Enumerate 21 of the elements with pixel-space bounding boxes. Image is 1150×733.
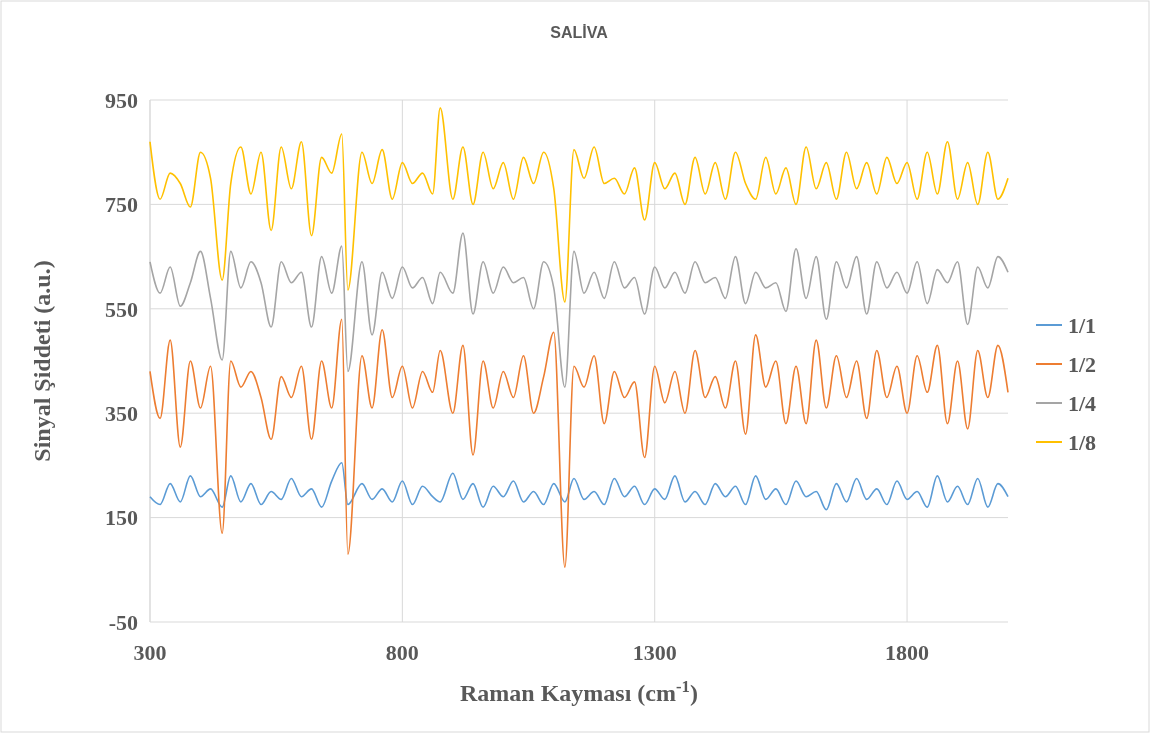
legend-label: 1/4: [1068, 390, 1097, 416]
legend-label: 1/8: [1068, 429, 1097, 455]
x-tick-label: 1800: [885, 640, 930, 665]
x-tick-label: 300: [133, 640, 167, 665]
line-series: [149, 232, 1009, 388]
y-tick-label: -50: [108, 609, 138, 635]
y-tick-label: 550: [105, 296, 138, 322]
y-tick-label: 150: [105, 505, 138, 531]
y-tick-label: 950: [105, 87, 138, 113]
line-series: [149, 461, 1009, 511]
legend-label: 1/2: [1068, 351, 1097, 377]
y-tick-label: 750: [105, 192, 138, 218]
x-tick-label: 1300: [632, 640, 677, 665]
line-series: [149, 107, 1009, 303]
y-tick-label: 350: [105, 400, 138, 426]
y-axis-title: Sinyal Şiddeti (a.u.): [29, 260, 55, 462]
chart-title: SALİVA: [550, 24, 609, 41]
x-axis-title: Raman Kayması (cm$^{-1}$): [460, 676, 698, 706]
x-tick-label: 800: [385, 640, 419, 665]
line-series: [149, 318, 1009, 568]
legend-label: 1/1: [1068, 312, 1097, 338]
